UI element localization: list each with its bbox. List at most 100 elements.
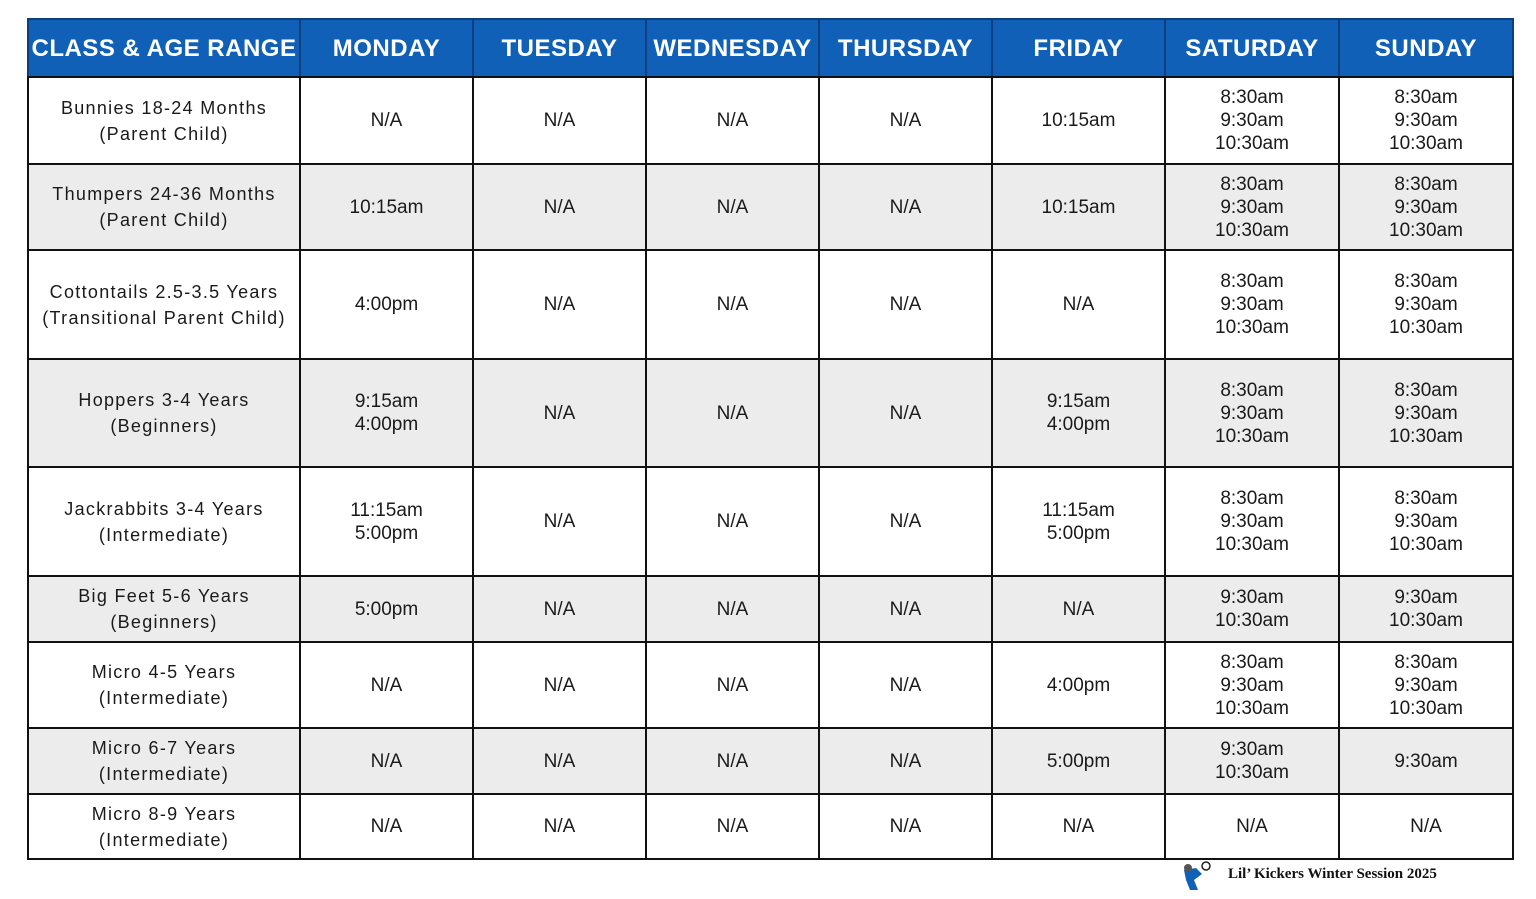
cell-line: 9:30am — [1394, 402, 1458, 424]
cell-line: N/A — [716, 511, 749, 532]
cell-line: 9:30am — [1394, 196, 1458, 218]
cell-line: N/A — [716, 402, 749, 424]
cell-line: N/A — [1410, 816, 1442, 837]
cell-line: Bunnies 18-24 Months — [60, 97, 268, 118]
cell-line: 10:30am — [1215, 317, 1289, 338]
cell-line: 10:15am — [1041, 110, 1116, 131]
time-cell: N/A — [991, 249, 1166, 360]
time-cell: N/A — [299, 641, 474, 729]
time-cell: N/A — [818, 466, 993, 577]
cell-line: 10:30am — [1389, 425, 1463, 447]
footer-text: Lil’ Kickers Winter Session 2025 — [1228, 866, 1437, 882]
cell-line: Micro 6-7 Years — [91, 738, 237, 758]
cell-line: Micro 8-9 Years — [91, 803, 237, 824]
cell-line: N/A — [1062, 294, 1095, 315]
header-cell: SATURDAY — [1164, 18, 1340, 78]
time-cell: 10:15am — [991, 163, 1166, 251]
cell-line: N/A — [889, 402, 922, 424]
time-cell: N/A — [645, 76, 820, 165]
time-cell: N/A — [818, 641, 993, 729]
cell-line: N/A — [716, 196, 749, 218]
header-cell: SUNDAY — [1338, 18, 1514, 78]
cell-line: N/A — [716, 294, 749, 315]
time-cell: 8:30am 9:30am 10:30am — [1164, 641, 1340, 729]
time-cell: 8:30am 9:30am 10:30am — [1338, 76, 1514, 165]
class-cell: Jackrabbits 3-4 Years (Intermediate) — [27, 466, 301, 577]
time-cell: N/A — [818, 575, 993, 643]
cell-line: N/A — [543, 402, 576, 424]
time-cell: 5:00pm — [299, 575, 474, 643]
cell-line: N/A — [716, 674, 749, 696]
logo-icon — [1184, 861, 1211, 890]
time-cell: N/A — [645, 727, 820, 795]
cell-line: 10:30am — [1389, 317, 1463, 338]
cell-line: 8:30am — [1394, 651, 1458, 673]
cell-line: Jackrabbits 3-4 Years — [64, 498, 264, 519]
cell-line: 9:15am — [354, 391, 419, 412]
cell-line: (Intermediate) — [98, 764, 230, 784]
cell-line: 5:00pm — [354, 598, 419, 620]
cell-line: 8:30am — [1394, 173, 1458, 195]
cell-line: 10:30am — [1389, 534, 1463, 555]
time-cell: N/A — [472, 575, 647, 643]
cell-line: 9:30am — [1220, 110, 1284, 131]
time-cell: 8:30am 9:30am 10:30am — [1164, 249, 1340, 360]
time-cell: 8:30am 9:30am 10:30am — [1338, 466, 1514, 577]
cell-line: 8:30am — [1394, 271, 1458, 292]
cell-line: N/A — [889, 511, 922, 532]
cell-line: N/A — [1236, 816, 1268, 837]
cell-line: N/A — [889, 110, 922, 131]
cell-line: 10:15am — [1041, 196, 1116, 218]
cell-line: (Beginners) — [110, 416, 218, 436]
cell-line: N/A — [370, 750, 403, 772]
cell-line: 9:30am — [1394, 674, 1458, 696]
cell-line: 8:30am — [1394, 379, 1458, 401]
cell-line: N/A — [889, 598, 922, 620]
time-cell: N/A — [818, 76, 993, 165]
time-cell: 9:30am — [1338, 727, 1514, 795]
cell-line: N/A — [543, 110, 576, 131]
time-cell: N/A — [818, 727, 993, 795]
cell-line: N/A — [543, 294, 576, 315]
cell-line: 4:00pm — [1046, 414, 1111, 435]
time-cell: N/A — [818, 249, 993, 360]
cell-line: (Parent Child) — [99, 123, 229, 144]
cell-line: 9:30am — [1220, 511, 1284, 532]
cell-line: 9:30am — [1220, 196, 1284, 218]
cell-line: N/A — [716, 816, 749, 837]
cell-line: N/A — [543, 750, 576, 772]
cell-line: (Parent Child) — [99, 210, 229, 230]
cell-line: 8:30am — [1220, 87, 1284, 108]
cell-line: N/A — [889, 294, 922, 315]
time-cell: 9:15am 4:00pm — [299, 358, 474, 468]
time-cell: N/A — [991, 793, 1166, 860]
header-cell: TUESDAY — [472, 18, 647, 78]
cell-line: N/A — [1062, 816, 1095, 837]
time-cell: 4:00pm — [991, 641, 1166, 729]
time-cell: N/A — [818, 793, 993, 860]
time-cell: N/A — [645, 163, 820, 251]
time-cell: 8:30am 9:30am 10:30am — [1338, 358, 1514, 468]
cell-line: 9:30am — [1394, 294, 1458, 315]
time-cell: N/A — [645, 249, 820, 360]
cell-line: Thumpers 24-36 Months — [52, 184, 276, 204]
time-cell: N/A — [299, 727, 474, 795]
time-cell: 8:30am 9:30am 10:30am — [1164, 76, 1340, 165]
cell-line: 9:30am — [1394, 750, 1458, 772]
class-cell: Big Feet 5-6 Years (Beginners) — [27, 575, 301, 643]
cell-line: 5:00pm — [354, 522, 419, 544]
cell-line: N/A — [370, 816, 403, 837]
cell-line: 10:30am — [1215, 697, 1289, 719]
class-cell: Micro 8-9 Years (Intermediate) — [27, 793, 301, 860]
header-cell: WEDNESDAY — [645, 18, 820, 78]
time-cell: 8:30am 9:30am 10:30am — [1338, 641, 1514, 729]
cell-line: N/A — [543, 674, 576, 696]
cell-line: 8:30am — [1220, 651, 1284, 673]
cell-line: 10:15am — [349, 196, 424, 218]
cell-line: 10:30am — [1215, 762, 1289, 783]
time-cell: N/A — [645, 793, 820, 860]
header-cell: FRIDAY — [991, 18, 1166, 78]
cell-line: 10:30am — [1389, 133, 1463, 154]
cell-line: (Transitional Parent Child) — [42, 307, 286, 328]
